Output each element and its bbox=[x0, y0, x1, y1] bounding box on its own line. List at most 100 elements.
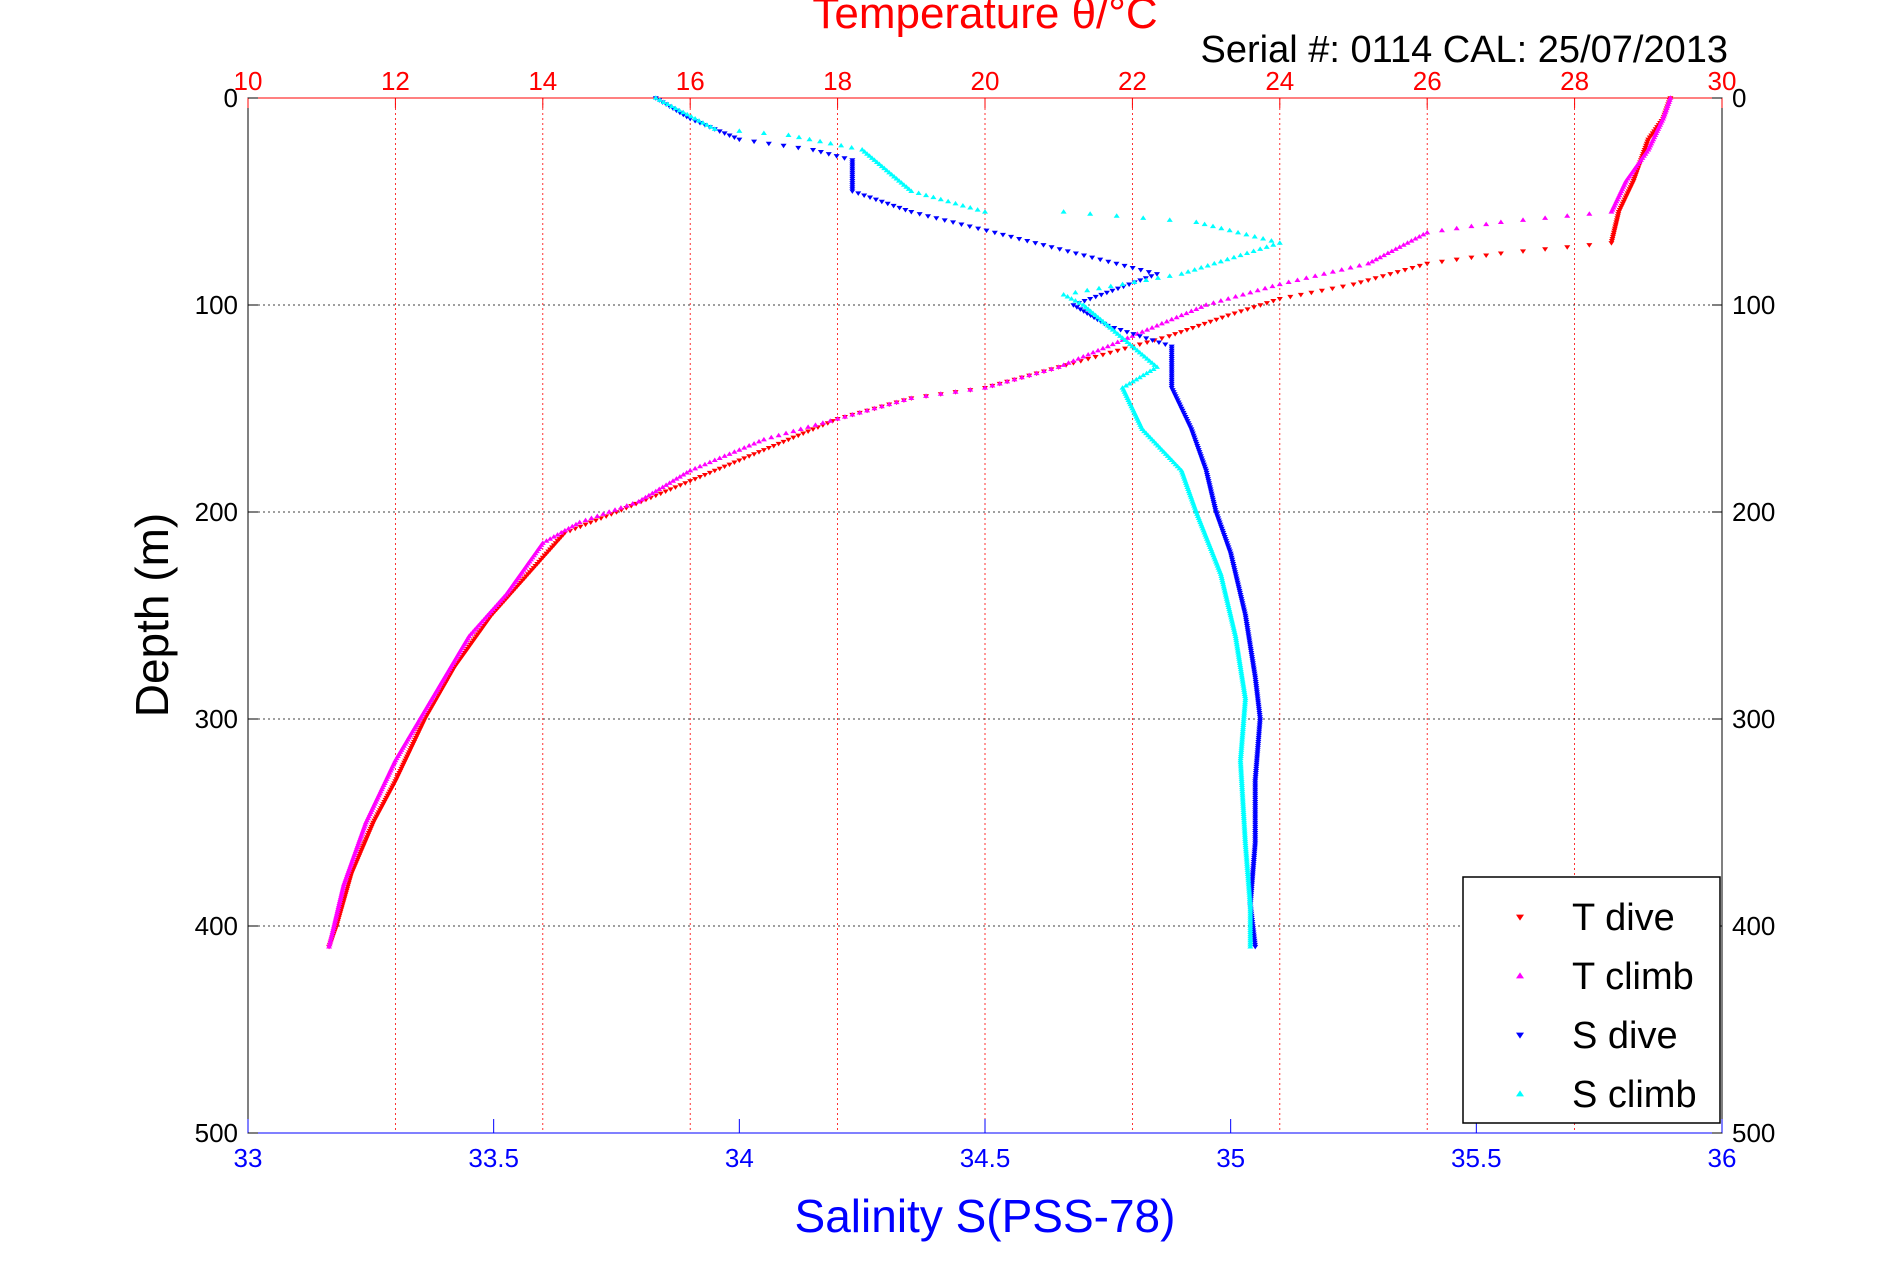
data-point bbox=[866, 153, 873, 158]
data-point bbox=[1400, 242, 1407, 247]
temperature-tick-label: 20 bbox=[971, 66, 1000, 96]
data-point bbox=[339, 886, 346, 891]
data-point bbox=[1070, 303, 1077, 308]
data-point bbox=[1238, 743, 1245, 748]
data-point bbox=[1143, 277, 1150, 282]
data-point bbox=[1198, 265, 1205, 270]
data-point bbox=[900, 397, 907, 403]
data-point bbox=[1242, 836, 1249, 841]
data-point bbox=[876, 161, 883, 167]
data-point bbox=[1238, 780, 1245, 785]
data-point bbox=[1224, 598, 1231, 603]
data-point bbox=[1222, 590, 1229, 595]
data-point bbox=[999, 232, 1006, 238]
data-point bbox=[1239, 799, 1246, 804]
series-s-climb bbox=[652, 95, 1283, 949]
data-point bbox=[1244, 867, 1251, 872]
data-point bbox=[805, 429, 812, 434]
salinity-axis-ticks: 33 33.5 34 34.5 35 35.5 36 bbox=[234, 1119, 1736, 1173]
data-point bbox=[561, 527, 568, 533]
data-point bbox=[1303, 275, 1310, 280]
data-point bbox=[1162, 342, 1169, 348]
data-point bbox=[1136, 342, 1143, 348]
data-point bbox=[1438, 259, 1445, 265]
data-point bbox=[795, 145, 802, 151]
data-point bbox=[1129, 343, 1136, 349]
data-point bbox=[1226, 608, 1233, 614]
data-point bbox=[1126, 282, 1133, 287]
data-point bbox=[1111, 325, 1118, 331]
data-point bbox=[1237, 757, 1244, 763]
data-point bbox=[1237, 662, 1244, 667]
data-point bbox=[1240, 807, 1247, 812]
data-point bbox=[736, 128, 743, 133]
chart-title: Temperature θ/°C bbox=[812, 0, 1157, 38]
data-point bbox=[1230, 625, 1237, 630]
data-point bbox=[697, 475, 704, 480]
data-point bbox=[1155, 340, 1162, 345]
data-point bbox=[1412, 236, 1419, 241]
data-point bbox=[1098, 292, 1105, 298]
data-point bbox=[1092, 312, 1099, 318]
data-point bbox=[736, 458, 743, 463]
legend-marker bbox=[1516, 972, 1524, 979]
data-point bbox=[760, 130, 767, 135]
legend-marker bbox=[1516, 914, 1524, 921]
data-point bbox=[1244, 863, 1251, 868]
data-point bbox=[1269, 283, 1276, 289]
data-point bbox=[941, 218, 948, 223]
data-point bbox=[1238, 774, 1245, 779]
data-point bbox=[1240, 681, 1247, 686]
data-point bbox=[1226, 606, 1233, 612]
data-point bbox=[1244, 307, 1251, 312]
data-point bbox=[755, 438, 762, 444]
data-point bbox=[677, 483, 684, 488]
data-point bbox=[1143, 370, 1150, 376]
data-point bbox=[1095, 285, 1102, 291]
depth-tick-label-right: 300 bbox=[1732, 704, 1775, 734]
data-point bbox=[937, 196, 944, 202]
data-point bbox=[878, 163, 885, 169]
data-point bbox=[667, 487, 674, 492]
data-point bbox=[1236, 660, 1243, 665]
data-point bbox=[1231, 311, 1238, 316]
data-point bbox=[1237, 761, 1244, 767]
data-point bbox=[1262, 285, 1269, 291]
data-point bbox=[1151, 362, 1158, 367]
data-point bbox=[731, 135, 738, 141]
data-point bbox=[1239, 676, 1246, 682]
data-point bbox=[1608, 241, 1615, 246]
data-point bbox=[1114, 339, 1121, 345]
data-point bbox=[1416, 233, 1423, 239]
data-point bbox=[1240, 718, 1247, 723]
data-point bbox=[780, 143, 787, 149]
data-point bbox=[1453, 257, 1460, 263]
data-point bbox=[1586, 211, 1593, 216]
data-point bbox=[558, 530, 565, 535]
legend-box bbox=[1462, 876, 1721, 1124]
data-point bbox=[1238, 668, 1245, 674]
data-point bbox=[600, 511, 607, 516]
data-point bbox=[1285, 279, 1292, 285]
data-point bbox=[684, 111, 691, 117]
data-point bbox=[588, 515, 595, 521]
data-point bbox=[1124, 335, 1131, 340]
data-point bbox=[1237, 666, 1244, 672]
data-point bbox=[692, 116, 699, 121]
data-point bbox=[680, 472, 687, 477]
data-point bbox=[1365, 278, 1372, 283]
data-point bbox=[1099, 345, 1106, 351]
data-point bbox=[849, 189, 856, 194]
data-point bbox=[1240, 683, 1247, 688]
data-point bbox=[696, 118, 703, 123]
data-point bbox=[898, 180, 905, 185]
data-point bbox=[1244, 871, 1251, 877]
data-point bbox=[1145, 270, 1152, 275]
data-point bbox=[1064, 249, 1071, 254]
data-point bbox=[1424, 229, 1431, 235]
data-point bbox=[326, 941, 333, 947]
data-point bbox=[1238, 776, 1245, 781]
data-point bbox=[736, 447, 743, 452]
data-point bbox=[1239, 788, 1246, 794]
data-point bbox=[1237, 755, 1244, 761]
